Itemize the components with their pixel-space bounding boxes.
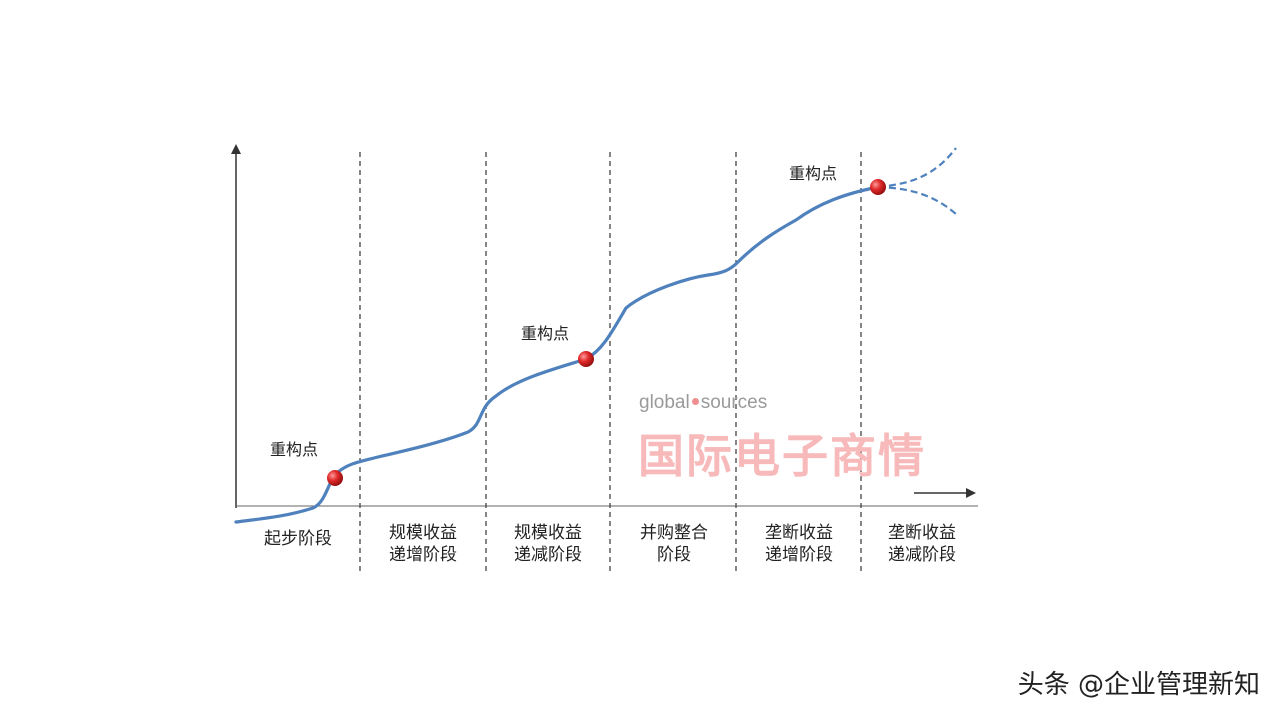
stage-label-line: 阶段 (657, 545, 691, 565)
watermark-brand-right: sources (700, 392, 768, 413)
y-axis-arrow (231, 144, 241, 154)
source-credit: 头条 @企业管理新知 (1017, 670, 1260, 700)
stage-label: 垄断收益 递减阶段 (862, 522, 982, 566)
stage-label: 起步阶段 (238, 528, 358, 550)
stage-label: 规模收益 递减阶段 (488, 522, 608, 566)
watermark-brand-left: global (639, 392, 690, 413)
stage-label: 垄断收益 递增阶段 (739, 522, 859, 566)
restructure-point (327, 470, 343, 486)
stage-label-line: 垄断收益 (765, 523, 833, 543)
stage-label-line: 并购整合 (640, 523, 708, 543)
future-branch-down (877, 185, 957, 215)
stage-label-line: 起步阶段 (264, 529, 332, 549)
restructure-point-label: 重构点 (270, 440, 319, 459)
stage-label-line: 规模收益 (514, 523, 582, 543)
restructure-point (870, 179, 886, 195)
stage-label: 规模收益 递增阶段 (363, 522, 483, 566)
stage-label-line: 递增阶段 (389, 545, 457, 565)
stage-label-line: 递减阶段 (888, 545, 956, 565)
restructure-point-label: 重构点 (789, 164, 838, 183)
watermark-brand: global sources (639, 392, 767, 414)
restructure-point-label: 重构点 (521, 324, 570, 343)
stage-label-line: 递增阶段 (765, 545, 833, 565)
stage-label-line: 垄断收益 (888, 523, 956, 543)
growth-stage-diagram: 重构点 重构点 重构点 global sources 国际电子商情 起步阶段 规模… (218, 130, 982, 576)
future-branch-up (877, 147, 957, 189)
x-axis-arrow (966, 488, 976, 498)
watermark-name: 国际电子商情 (638, 429, 926, 483)
stage-label-line: 递减阶段 (514, 545, 582, 565)
stage-label-line: 规模收益 (389, 523, 457, 543)
restructure-point (578, 351, 594, 367)
stage-label: 并购整合 阶段 (614, 522, 734, 566)
diagram-graphics (231, 144, 978, 572)
watermark-dot (691, 398, 699, 406)
